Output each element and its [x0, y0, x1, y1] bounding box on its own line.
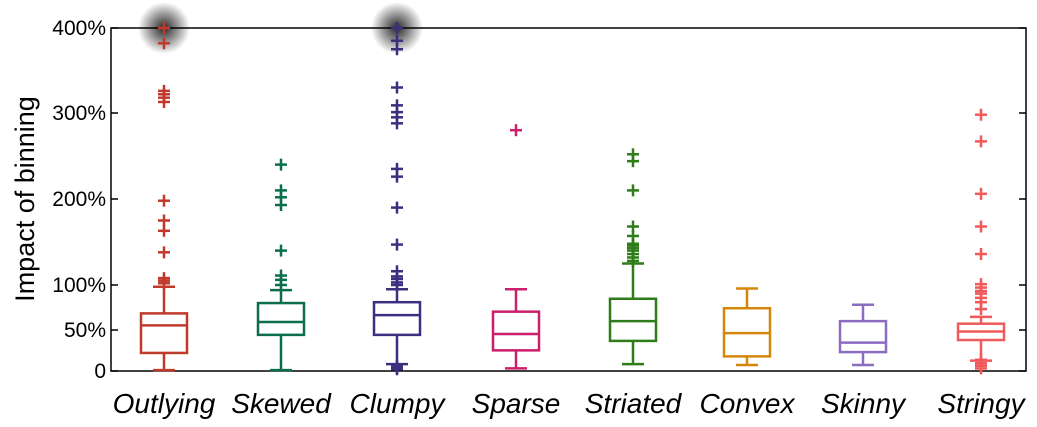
outlier-marker [391, 22, 403, 34]
box-outlying [139, 22, 189, 372]
x-category-label: Convex [700, 388, 796, 419]
outlier-marker [275, 269, 287, 282]
outlier-marker [391, 34, 403, 47]
y-tick-label: 50% [64, 319, 106, 342]
y-axis-title: Impact of binning [10, 96, 40, 302]
y-tick-label: 0 [94, 360, 106, 383]
x-category-label: Sparse [472, 388, 561, 419]
outlier-marker [275, 244, 287, 257]
outlier-marker [975, 353, 987, 366]
outlier-marker [391, 99, 403, 112]
outlier-marker [510, 124, 522, 137]
box-sparse [491, 124, 541, 370]
outlier-marker [391, 162, 403, 175]
box-iqr [608, 297, 658, 343]
x-category-label: Outlying [113, 388, 216, 419]
outlier-marker [975, 135, 987, 148]
box-iqr [256, 301, 306, 337]
outlier-marker [275, 158, 287, 171]
outlier-marker [158, 37, 170, 50]
outlier-marker [627, 220, 639, 233]
x-axis-labels: Outlying Skewed Clumpy Sparse Striated Convex… [113, 388, 1027, 419]
x-category-label: Skewed [231, 388, 332, 419]
outlier-marker [391, 201, 403, 214]
outlier-marker [275, 184, 287, 197]
x-category-label: Clumpy [350, 388, 447, 419]
outlier-marker [158, 272, 170, 285]
outlier-marker [975, 187, 987, 200]
y-axis: 0 50% 100% 200% 300% 400% [52, 17, 1026, 383]
outlier-marker [158, 224, 170, 237]
x-category-label: Striated [585, 388, 683, 419]
box-skinny [838, 303, 888, 367]
outlier-marker [158, 214, 170, 227]
box-iqr [139, 312, 189, 355]
outlier-marker [975, 248, 987, 261]
box-series [139, 22, 1006, 376]
y-tick-label: 400% [52, 17, 106, 40]
plot-frame [110, 27, 1027, 372]
outlier-marker [391, 238, 403, 251]
y-tick-label: 300% [52, 102, 106, 125]
box-skewed [256, 158, 306, 372]
outlier-marker [975, 108, 987, 121]
x-category-label: Skinny [821, 388, 907, 419]
box-striated [608, 148, 658, 366]
outlier-marker [158, 246, 170, 259]
outlier-marker [158, 194, 170, 207]
outlier-marker [627, 148, 639, 161]
x-category-label: Stringy [937, 388, 1026, 419]
outlier-marker [158, 84, 170, 97]
y-tick-label: 100% [52, 274, 106, 297]
outlier-marker [391, 265, 403, 278]
outlier-marker [158, 22, 170, 34]
box-iqr [838, 319, 888, 354]
outlier-marker [975, 220, 987, 233]
box-clumpy [372, 22, 422, 376]
outlier-marker [975, 278, 987, 291]
outlier-marker [391, 359, 403, 372]
outlier-marker [627, 184, 639, 197]
outlier-marker [391, 81, 403, 94]
box-iqr [491, 310, 541, 352]
box-stringy [956, 108, 1006, 375]
box-iqr [372, 300, 422, 337]
box-convex [722, 287, 772, 367]
y-tick-label: 200% [52, 188, 106, 211]
